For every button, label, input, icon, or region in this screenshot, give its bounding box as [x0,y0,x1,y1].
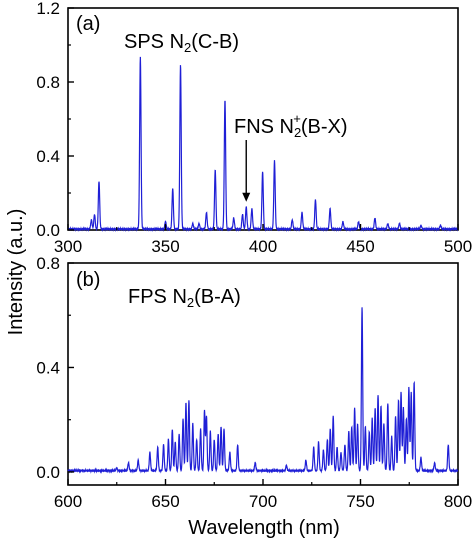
panel-a-label: (a) [76,13,100,35]
panel-b-ticks: 600 650 700 750 800 0.0 0.4 0.8 [36,254,472,511]
y-tick-label-a: 0.0 [36,221,60,240]
panel-b-spectrum-line [67,307,459,474]
sps-annotation: SPS N2(C-B) [124,31,239,55]
sps-annotation-sub: 2 [184,40,191,55]
panel-a-spectrum-line [67,56,459,233]
sps-annotation-rest: (C-B) [191,31,239,53]
fns-annotation-main: FNS N [234,116,294,138]
panel-b-label: (b) [76,269,100,291]
fns-arrow-head [242,192,251,202]
y-tick-label-a: 1.2 [36,0,60,18]
x-tick-label-a: 300 [54,237,82,256]
x-axis-title: Wavelength (nm) [188,517,340,539]
y-tick-label-a: 0.4 [36,147,60,166]
y-axis-title: Intensity (a.u.) [5,209,27,336]
x-tick-label-b: 600 [54,492,82,511]
x-tick-label-b: 750 [346,492,374,511]
fns-annotation-sub: 2 [294,125,301,140]
fps-annotation: FPS N2(B-A) [128,286,241,310]
fns-annotation-sup: + [293,111,301,126]
panel-b-frame [67,262,459,486]
panel-b: 600 650 700 750 800 0.0 0.4 0.8 (b) FPS N2(B-A) [36,254,472,511]
x-tick-label-b: 800 [444,492,472,511]
fps-annotation-main: FPS N [128,286,187,308]
sps-annotation-main: SPS N [124,31,184,53]
x-tick-label-a: 400 [249,237,277,256]
fps-annotation-sub: 2 [187,295,194,310]
fps-annotation-rest: (B-A) [194,286,241,308]
y-tick-label-a: 0.8 [36,73,60,92]
x-tick-label-b: 650 [151,492,179,511]
fns-annotation: FNS N2+(B-X) [234,111,348,140]
panel-a-ticks: 300 350 400 450 500 0.0 0.4 0.8 1.2 [36,0,472,256]
y-tick-label-b: 0.8 [36,254,60,273]
fns-annotation-rest: (B-X) [301,116,348,138]
x-tick-label-a: 450 [346,237,374,256]
y-tick-label-b: 0.0 [36,463,60,482]
x-tick-label-a: 500 [444,237,472,256]
y-tick-label-b: 0.4 [36,358,60,377]
x-tick-label-b: 700 [249,492,277,511]
x-tick-label-a: 350 [151,237,179,256]
